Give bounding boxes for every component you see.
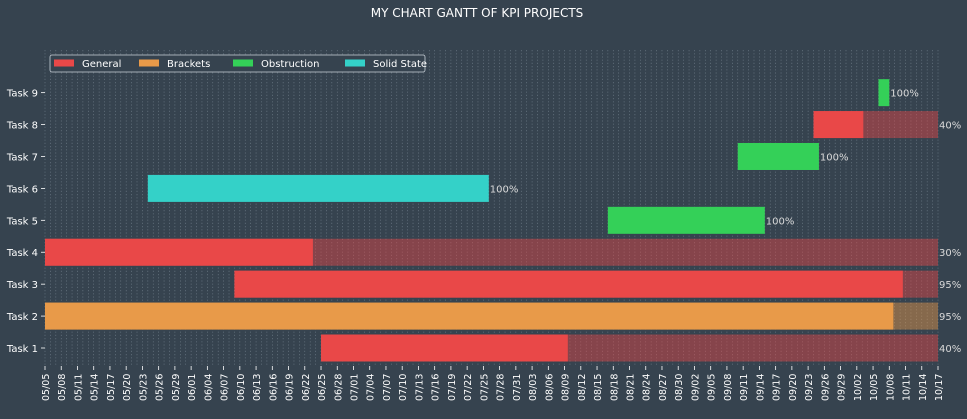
- legend-swatch: [54, 59, 74, 67]
- x-tick-label: 06/22: [301, 374, 312, 401]
- legend-label: Brackets: [167, 59, 210, 70]
- x-tick-label: 09/17: [772, 374, 783, 401]
- x-tick-label: 08/18: [609, 374, 620, 401]
- y-tick-label: Task 1: [6, 344, 38, 355]
- completion-label: 30%: [939, 248, 961, 259]
- y-tick-label: Task 9: [6, 89, 38, 100]
- completion-label: 95%: [939, 312, 961, 323]
- x-tick-label: 08/09: [561, 374, 572, 401]
- y-tick-label: Task 6: [6, 184, 38, 195]
- bar-completed: [234, 270, 903, 298]
- x-tick-label: 05/05: [41, 374, 52, 401]
- x-tick-label: 10/11: [902, 374, 913, 401]
- x-tick-label: 08/06: [544, 374, 555, 401]
- x-tick-label: 09/08: [723, 374, 734, 401]
- x-tick-label: 05/14: [90, 374, 101, 401]
- y-axis: Task 1 Task 2 Task 3 Task 4 Task 5 Task 6 Task…: [6, 89, 45, 355]
- bar-completed: [45, 302, 894, 330]
- bar-completed: [737, 142, 819, 170]
- x-tick-label: 08/30: [674, 374, 685, 401]
- legend-label: Obstruction: [261, 59, 319, 70]
- x-tick-label: 05/17: [106, 374, 117, 401]
- y-tick-label: Task 7: [6, 152, 38, 163]
- completion-label: 100%: [890, 89, 919, 100]
- x-tick-label: 05/29: [171, 374, 182, 401]
- completion-label: 100%: [820, 152, 849, 163]
- legend: General Brackets Obstruction Solid State: [49, 54, 427, 73]
- x-tick-label: 07/31: [512, 374, 523, 401]
- x-tick-label: 09/11: [739, 374, 750, 401]
- x-tick-label: 05/20: [122, 374, 133, 401]
- legend-swatch: [233, 59, 253, 67]
- x-tick-label: 08/12: [577, 374, 588, 401]
- x-tick-label: 06/16: [268, 374, 279, 401]
- bar-completed: [813, 111, 864, 139]
- chart-title: MY CHART GANTT OF KPI PROJECTS: [371, 6, 584, 20]
- legend-label: General: [82, 59, 121, 70]
- x-tick-label: 09/02: [690, 374, 701, 401]
- x-tick-label: 06/28: [333, 374, 344, 401]
- completion-label: 100%: [766, 216, 795, 227]
- y-tick-label: Task 8: [6, 121, 38, 132]
- legend-swatch: [139, 59, 159, 67]
- bar-completed: [607, 206, 765, 234]
- x-tick-label: 05/23: [138, 374, 149, 401]
- x-tick-label: 09/20: [788, 374, 799, 401]
- x-tick-label: 08/27: [658, 374, 669, 401]
- x-tick-label: 10/08: [885, 374, 896, 401]
- legend-swatch: [345, 59, 365, 67]
- x-tick-label: 09/23: [804, 374, 815, 401]
- x-tick-label: 05/26: [155, 374, 166, 401]
- x-tick-label: 06/10: [236, 374, 247, 401]
- x-tick-label: 07/13: [414, 374, 425, 401]
- x-tick-label: 09/14: [755, 374, 766, 401]
- x-tick-label: 09/26: [820, 374, 831, 401]
- x-tick-label: 08/15: [593, 374, 604, 401]
- x-tick-label: 08/21: [626, 374, 637, 401]
- x-tick-label: 08/24: [642, 374, 653, 401]
- x-tick-label: 07/28: [496, 374, 507, 401]
- completion-labels: 40% 95% 95% 30% 100% 100% 100% 40% 100%: [490, 89, 961, 355]
- completion-label: 95%: [939, 280, 961, 291]
- x-tick-label: 10/05: [869, 374, 880, 401]
- x-tick-label: 06/13: [252, 374, 263, 401]
- bar-completed: [147, 174, 489, 202]
- y-tick-label: Task 5: [6, 216, 38, 227]
- x-tick-label: 07/01: [349, 374, 360, 401]
- x-tick-label: 08/03: [528, 374, 539, 401]
- x-tick-label: 06/01: [187, 374, 198, 401]
- x-tick-label: 07/19: [447, 374, 458, 401]
- x-tick-label: 05/08: [57, 374, 68, 401]
- x-tick-label: 07/25: [479, 374, 490, 401]
- bar-completed: [321, 334, 568, 362]
- legend-label: Solid State: [373, 59, 427, 70]
- completion-label: 40%: [939, 344, 961, 355]
- x-tick-label: 10/17: [934, 374, 945, 401]
- x-tick-label: 09/05: [707, 374, 718, 401]
- completion-label: 40%: [939, 121, 961, 132]
- y-tick-label: Task 3: [6, 280, 38, 291]
- y-tick-label: Task 4: [6, 248, 38, 259]
- x-tick-label: 06/25: [317, 374, 328, 401]
- x-tick-label: 06/04: [203, 374, 214, 401]
- x-tick-label: 07/10: [398, 374, 409, 401]
- x-tick-label: 07/22: [463, 374, 474, 401]
- x-tick-label: 10/02: [853, 374, 864, 401]
- x-tick-label: 06/19: [285, 374, 296, 401]
- bars: [45, 79, 938, 362]
- bar-completed: [878, 79, 890, 107]
- x-tick-label: 05/11: [73, 374, 84, 401]
- x-tick-label: 07/16: [431, 374, 442, 401]
- y-tick-label: Task 2: [6, 312, 38, 323]
- x-tick-label: 06/07: [220, 374, 231, 401]
- x-axis: 05/05 05/08 05/11 05/14 05/17 05/20 05/23 05/26…: [41, 366, 945, 401]
- x-tick-label: 10/14: [918, 374, 929, 401]
- bar-completed: [45, 238, 313, 266]
- completion-label: 100%: [490, 184, 519, 195]
- x-tick-label: 07/07: [382, 374, 393, 401]
- x-tick-label: 07/04: [366, 374, 377, 401]
- x-tick-label: 09/29: [837, 374, 848, 401]
